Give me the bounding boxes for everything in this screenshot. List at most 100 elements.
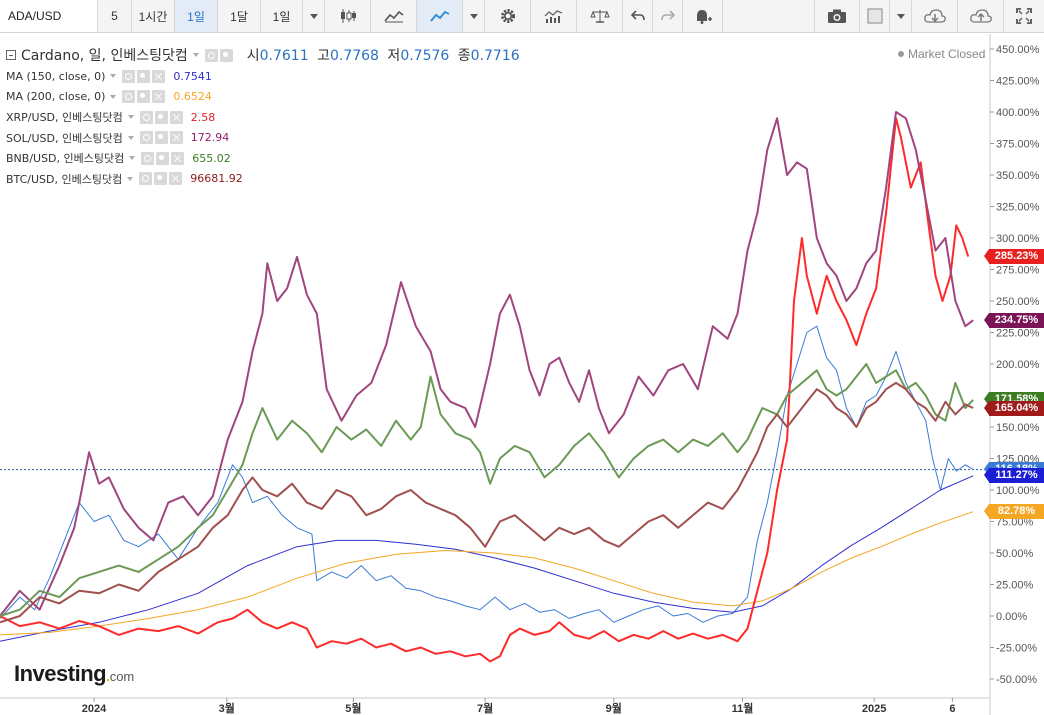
close-value: 0.7716	[470, 48, 520, 64]
eye-icon[interactable]	[141, 151, 155, 165]
close-icon[interactable]	[169, 172, 183, 186]
series-line-bnb-usd[interactable]	[0, 363, 974, 617]
y-tick-label: 450.00%	[996, 44, 1040, 56]
logo-suffix: com	[109, 669, 135, 684]
eye-icon[interactable]	[139, 131, 153, 145]
layout-button[interactable]	[860, 0, 890, 32]
y-tick-label: 375.00%	[996, 139, 1040, 151]
undo-button[interactable]	[623, 0, 653, 32]
series-line-xrp-usd[interactable]	[0, 117, 970, 663]
gear-icon[interactable]	[219, 48, 233, 62]
legend-item-value: 655.02	[192, 151, 231, 165]
interval-5-button[interactable]: 5	[98, 0, 132, 32]
chevron-down-icon[interactable]	[110, 74, 117, 79]
layout-dropdown[interactable]	[890, 0, 912, 32]
toolbar: ADA/USD 5 1시간 1일 1달 1일	[0, 0, 1044, 33]
candlestick-chart-button[interactable]	[325, 0, 371, 32]
legend-item-value: 0.7541	[173, 69, 212, 83]
chevron-down-icon[interactable]	[127, 115, 134, 120]
series-line-ma-200-close-0-[interactable]	[0, 511, 974, 636]
plot-area	[0, 38, 990, 698]
collapse-legend-icon[interactable]	[6, 50, 16, 60]
redo-button[interactable]	[653, 0, 683, 32]
indicators-button[interactable]	[531, 0, 577, 32]
close-icon[interactable]	[171, 151, 185, 165]
y-tick-label: -50.00%	[996, 674, 1037, 686]
legend-item-value: 0.6524	[173, 90, 212, 104]
interval-1d-button[interactable]: 1일	[175, 0, 218, 32]
legend-item: MA (150, close, 0) 0.7541	[6, 66, 520, 87]
compare-button[interactable]	[577, 0, 623, 32]
chart-type-dropdown[interactable]	[463, 0, 485, 32]
gear-icon[interactable]	[137, 90, 151, 104]
redo-icon	[660, 10, 675, 21]
eye-icon[interactable]	[122, 90, 136, 104]
status-dot-icon	[898, 51, 904, 57]
camera-icon	[828, 9, 846, 23]
interval-select-label: 1일	[272, 9, 291, 24]
legend-item: XRP/USD, 인베스팅닷컴 2.58	[6, 107, 520, 128]
chevron-down-icon[interactable]	[129, 156, 136, 161]
y-tick-label: 50.00%	[996, 548, 1034, 560]
x-tick-label: 3월	[219, 701, 235, 715]
gear-icon[interactable]	[154, 172, 168, 186]
symbol-field[interactable]: ADA/USD	[0, 0, 98, 32]
close-icon[interactable]	[152, 69, 166, 83]
fullscreen-icon	[1016, 8, 1032, 24]
x-axis: 2024 3월 5월 7월 9월 11월 2025 6	[82, 698, 955, 715]
series-line-ma-150-close-0-[interactable]	[0, 475, 974, 642]
gear-icon[interactable]	[137, 69, 151, 83]
interval-1h-button[interactable]: 1시간	[132, 0, 175, 32]
gear-icon[interactable]	[156, 151, 170, 165]
chevron-down-icon[interactable]	[110, 94, 117, 99]
chevron-down-icon	[896, 13, 905, 19]
close-icon[interactable]	[169, 131, 183, 145]
y-tick-label: 100.00%	[996, 485, 1040, 497]
low-value: 0.7576	[400, 48, 450, 64]
series-line-cardano[interactable]	[0, 325, 974, 623]
eye-icon[interactable]	[139, 172, 153, 186]
load-chart-button[interactable]	[912, 0, 958, 32]
chevron-down-icon[interactable]	[127, 176, 134, 181]
series-line-sol-usd[interactable]	[0, 111, 974, 617]
alert-button[interactable]	[683, 0, 723, 32]
gear-icon[interactable]	[154, 131, 168, 145]
price-tag: 285.23%	[984, 249, 1044, 265]
interval-1m-button[interactable]: 1달	[218, 0, 261, 32]
interval-5-label: 5	[111, 9, 118, 23]
y-tick-label: 325.00%	[996, 202, 1040, 214]
eye-icon[interactable]	[122, 69, 136, 83]
save-chart-button[interactable]	[958, 0, 1004, 32]
interval-1d-label: 1일	[187, 9, 205, 24]
gear-icon[interactable]	[154, 110, 168, 124]
close-icon[interactable]	[169, 110, 183, 124]
close-icon[interactable]	[152, 90, 166, 104]
line-chart-button[interactable]	[417, 0, 463, 32]
y-tick-label: 425.00%	[996, 76, 1040, 88]
area-chart-button[interactable]	[371, 0, 417, 32]
interval-select[interactable]: 1일	[261, 0, 303, 32]
screenshot-button[interactable]	[814, 0, 860, 32]
x-tick-label: 2025	[862, 703, 886, 715]
chevron-down-icon[interactable]	[127, 135, 134, 140]
y-tick-label: 25.00%	[996, 580, 1034, 592]
eye-icon[interactable]	[139, 110, 153, 124]
legend-item-name: BNB/USD, 인베스팅닷컴	[6, 152, 125, 166]
series-line-btc-usd[interactable]	[0, 381, 974, 624]
chevron-down-icon	[309, 13, 318, 19]
x-tick-label: 9월	[606, 701, 622, 715]
fullscreen-button[interactable]	[1004, 0, 1044, 32]
line-chart-icon	[429, 10, 449, 22]
interval-dropdown-button[interactable]	[303, 0, 325, 32]
x-tick-label: 11월	[732, 701, 754, 715]
undo-icon	[630, 10, 645, 21]
y-tick-label: 150.00%	[996, 422, 1040, 434]
investing-logo: Investing.com	[14, 661, 134, 687]
y-tick-label: 225.00%	[996, 328, 1040, 340]
gear-icon	[500, 9, 515, 23]
chevron-down-icon[interactable]	[192, 53, 199, 57]
legend: Cardano, 일, 인베스팅닷컴 시0.7611 고0.7768 저0.75…	[6, 44, 520, 189]
eye-icon[interactable]	[204, 48, 218, 62]
settings-button[interactable]	[485, 0, 531, 32]
